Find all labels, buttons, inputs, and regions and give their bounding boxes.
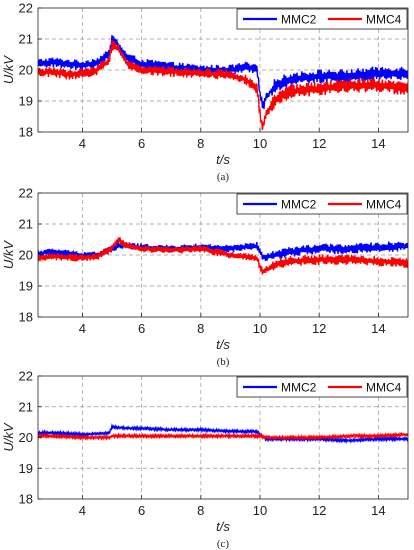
y-tick-label: 20 bbox=[19, 430, 33, 445]
legend-label-mmc4: MMC4 bbox=[366, 381, 402, 395]
x-tick-label: 6 bbox=[138, 503, 145, 518]
legend-label-mmc2: MMC2 bbox=[281, 381, 317, 395]
x-tick-label: 10 bbox=[253, 503, 267, 518]
x-tick-label: 6 bbox=[138, 321, 145, 336]
y-tick-label: 18 bbox=[19, 125, 33, 140]
legend-box bbox=[236, 193, 408, 215]
series-line-mmc4 bbox=[38, 431, 408, 442]
y-tick-label: 22 bbox=[19, 369, 33, 384]
series-line-mmc4 bbox=[38, 40, 408, 131]
x-tick-label: 8 bbox=[197, 321, 204, 336]
legend-label-mmc2: MMC2 bbox=[281, 13, 317, 27]
panel-caption: (a) bbox=[217, 171, 230, 183]
y-tick-label: 21 bbox=[19, 32, 33, 47]
x-tick-label: 4 bbox=[79, 321, 86, 336]
x-tick-label: 14 bbox=[371, 321, 385, 336]
y-tick-label: 20 bbox=[19, 63, 33, 78]
x-tick-label: 4 bbox=[79, 136, 86, 151]
x-tick-label: 8 bbox=[197, 503, 204, 518]
y-tick-label: 22 bbox=[19, 186, 33, 201]
chart-panel-a: 4 6 8 10 12 14 18 19 20 21 22 t/s U/kV (a) MMC2 MMC4 bbox=[1, 1, 409, 183]
y-axis-label: U/kV bbox=[1, 55, 16, 85]
series-line-mmc2 bbox=[38, 35, 408, 110]
panel-caption: (b) bbox=[217, 356, 230, 368]
x-tick-label: 4 bbox=[79, 503, 86, 518]
x-tick-label: 10 bbox=[253, 321, 267, 336]
y-tick-label: 20 bbox=[19, 248, 33, 263]
y-tick-label: 18 bbox=[19, 310, 33, 325]
x-tick-label: 8 bbox=[197, 136, 204, 151]
x-axis-label: t/s bbox=[216, 152, 230, 167]
chart-panel-b: 4 6 8 10 12 14 18 19 20 21 22 t/s U/kV (b) MMC2 MMC4 bbox=[1, 186, 409, 368]
x-tick-label: 12 bbox=[312, 136, 326, 151]
x-axis-label: t/s bbox=[216, 519, 230, 534]
y-tick-label: 21 bbox=[19, 399, 33, 414]
x-tick-label: 12 bbox=[312, 503, 326, 518]
x-tick-label: 14 bbox=[371, 503, 385, 518]
y-tick-label: 19 bbox=[19, 279, 33, 294]
y-axis-label: U/kV bbox=[1, 240, 16, 270]
x-tick-label: 14 bbox=[371, 136, 385, 151]
x-axis-label: t/s bbox=[216, 337, 230, 352]
y-tick-label: 19 bbox=[19, 94, 33, 109]
y-tick-label: 21 bbox=[19, 217, 33, 232]
chart-panel-c: 4 6 8 10 12 14 18 19 20 21 22 t/s U/kV (c) MMC2 MMC4 bbox=[1, 369, 409, 550]
legend-box bbox=[236, 8, 408, 30]
y-tick-label: 19 bbox=[19, 461, 33, 476]
legend-label-mmc4: MMC4 bbox=[366, 198, 402, 212]
legend-label-mmc2: MMC2 bbox=[281, 198, 317, 212]
x-tick-label: 10 bbox=[253, 136, 267, 151]
series-line-mmc2 bbox=[38, 423, 408, 445]
legend-label-mmc4: MMC4 bbox=[366, 13, 402, 27]
y-axis-label: U/kV bbox=[1, 422, 16, 452]
series-line-mmc4 bbox=[38, 237, 408, 275]
panel-caption: (c) bbox=[217, 538, 230, 550]
x-tick-label: 6 bbox=[138, 136, 145, 151]
y-tick-label: 18 bbox=[19, 492, 33, 507]
legend-box bbox=[236, 376, 408, 398]
x-tick-label: 12 bbox=[312, 321, 326, 336]
y-tick-label: 22 bbox=[19, 1, 33, 16]
